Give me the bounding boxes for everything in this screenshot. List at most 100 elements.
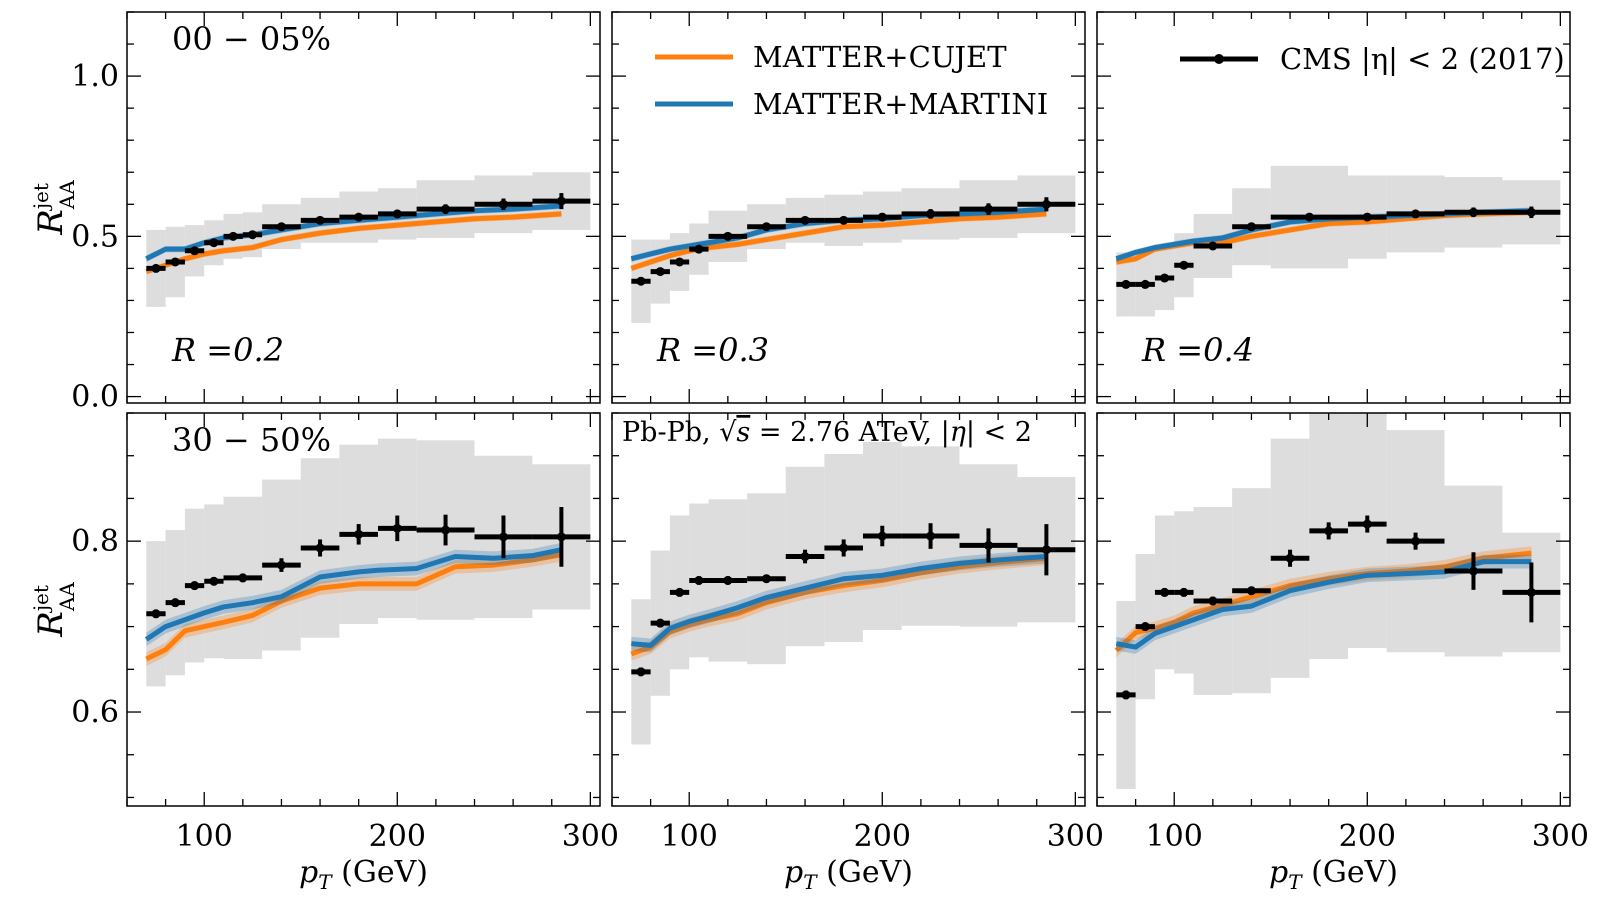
- cms-point-2: [675, 587, 685, 597]
- y-axis-title: Rjet AA: [29, 180, 79, 236]
- cms-point-10: [983, 204, 993, 214]
- x-tick-label: 100: [1146, 819, 1203, 854]
- cujet-line: [630, 211, 1047, 271]
- cms-point-9: [441, 525, 451, 535]
- cms-point-6: [315, 543, 325, 553]
- cms-point-11: [1526, 587, 1536, 597]
- cms-point-9: [926, 531, 936, 541]
- cms-point-4: [238, 573, 248, 583]
- cms-point-8: [392, 523, 402, 533]
- cms-point-2: [1160, 273, 1170, 283]
- y-title-sup: jet: [29, 183, 53, 211]
- panel-2: R =0.4: [1096, 11, 1571, 404]
- x-tick-label: 300: [1532, 819, 1589, 854]
- cms-point-5: [1246, 222, 1256, 232]
- cms-point-9: [1411, 536, 1421, 546]
- x-title-var: p: [299, 855, 318, 890]
- note-end: | < 2: [966, 417, 1032, 448]
- collision-note: Pb-Pb, √s = 2.76 ATeV, |η| < 2: [622, 417, 1032, 448]
- plot-area: [144, 438, 591, 687]
- cms-point-6: [276, 222, 286, 232]
- cms-point-11: [1041, 199, 1051, 209]
- cms-point-0: [636, 276, 646, 286]
- x-tick-label: 200: [854, 819, 911, 854]
- cms-point-1: [170, 257, 180, 267]
- radius-label: R =0.3: [656, 331, 769, 369]
- cms-point-2: [190, 246, 200, 256]
- x-title-unit: (GeV): [817, 855, 913, 890]
- x-axis-title: pT (GeV): [784, 855, 913, 894]
- x-tick-label: 200: [369, 819, 426, 854]
- cms-point-10: [498, 532, 508, 542]
- y-title-var: R: [31, 209, 71, 236]
- cms-point-10: [1526, 207, 1536, 217]
- martini-line: [144, 547, 562, 642]
- x-title-unit: (GeV): [1302, 855, 1398, 890]
- cms-point-0: [1121, 279, 1131, 289]
- panel-frame: [126, 412, 601, 807]
- cms-point-7: [1362, 212, 1372, 222]
- y-title-var: R: [31, 611, 71, 638]
- cms-point-8: [877, 531, 887, 541]
- cms-point-3: [694, 244, 704, 254]
- y-title-sub: AA: [55, 180, 79, 210]
- y-tick-label: 0.6: [71, 695, 119, 730]
- cms-point-7: [839, 543, 849, 553]
- panels-group: 0.0 0.5 1.0 00 − 05% R =0.2 R =0.3 R =0.4 100 20…: [71, 11, 1589, 854]
- cms-point-2: [675, 257, 685, 267]
- martini-line: [631, 554, 1047, 648]
- cms-point-4: [1208, 596, 1218, 606]
- cms-point-0: [151, 609, 161, 619]
- cms-point-2: [1160, 587, 1170, 597]
- cujet-line: [145, 552, 562, 662]
- cms-point-9: [392, 209, 402, 219]
- note-sqrt-sign: √: [719, 417, 737, 448]
- x-tick-label: 300: [562, 819, 619, 854]
- x-tick-label: 100: [176, 819, 233, 854]
- y-tick-label: 0.8: [71, 524, 119, 559]
- x-title-var: p: [784, 855, 803, 890]
- cujet-line: [145, 211, 562, 274]
- cms-point-11: [498, 199, 508, 209]
- x-title-sub: T: [803, 870, 818, 894]
- x-axis-title: pT (GeV): [1269, 855, 1398, 894]
- martini-band: [1116, 554, 1532, 654]
- x-axis-title: pT (GeV): [299, 855, 428, 894]
- cms-point-10: [1468, 566, 1478, 576]
- panel-frame: [1096, 412, 1571, 807]
- x-title-sub: T: [318, 870, 333, 894]
- x-title-sub: T: [1288, 870, 1303, 894]
- martini-line: [1115, 559, 1532, 650]
- panel-0: 0.0 0.5 1.0 00 − 05% R =0.2: [71, 11, 601, 415]
- legend-cms-marker: [1214, 54, 1224, 64]
- plot-area: [630, 442, 1076, 745]
- cms-point-4: [723, 231, 733, 241]
- cms-point-10: [441, 204, 451, 214]
- x-tick-label: 100: [661, 819, 718, 854]
- y-tick-label: 0.0: [71, 380, 119, 415]
- cms-point-11: [556, 532, 566, 542]
- cms-point-0: [151, 263, 161, 273]
- y-title-sub: AA: [55, 582, 79, 612]
- cms-point-5: [247, 230, 257, 240]
- legend-martini-label: MATTER+MARTINI: [753, 87, 1048, 121]
- legend-models: MATTER+CUJET MATTER+MARTINI: [655, 40, 1048, 121]
- cms-point-11: [1041, 545, 1051, 555]
- cms-point-3: [209, 576, 219, 586]
- panel-frame: [126, 11, 601, 404]
- cms-point-7: [839, 215, 849, 225]
- martini-band: [146, 542, 562, 647]
- cms-point-8: [1362, 519, 1372, 529]
- cms-point-8: [354, 212, 364, 222]
- cms-point-5: [276, 560, 286, 570]
- cms-point-5: [1246, 586, 1256, 596]
- cms-point-1: [170, 598, 180, 608]
- panel-frame: [1096, 11, 1571, 404]
- cms-point-3: [694, 575, 704, 585]
- legend-cms: CMS |η| < 2 (2017): [1180, 42, 1565, 76]
- y-axis-title: Rjet AA: [29, 582, 79, 638]
- cms-point-4: [1208, 241, 1218, 251]
- cms-point-6: [800, 552, 810, 562]
- cms-point-1: [1140, 622, 1150, 632]
